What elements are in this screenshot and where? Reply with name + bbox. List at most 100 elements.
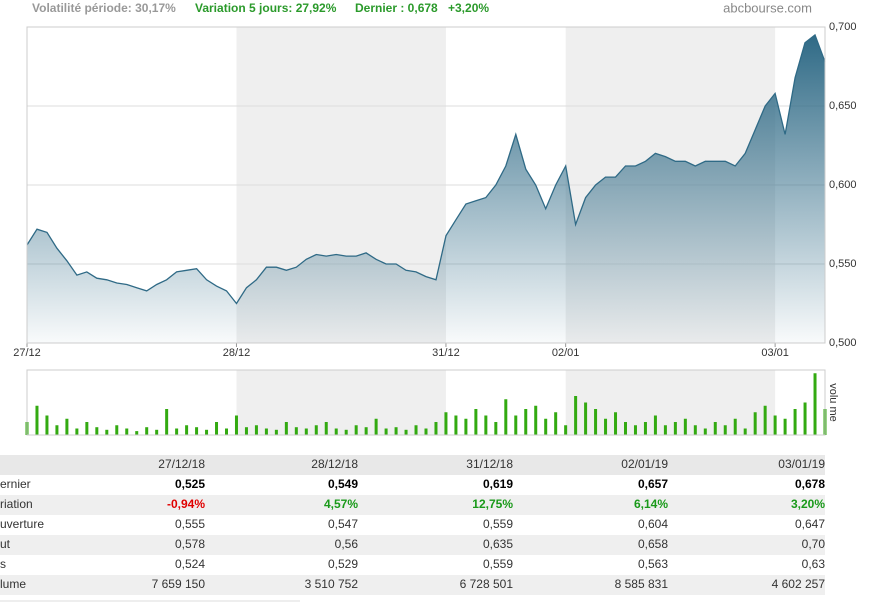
row-label: ernier [0,477,31,491]
day-band [236,370,446,435]
y-tick-label: 0,550 [829,258,857,270]
volume-bar [284,422,288,435]
variation: Variation 5 jours: 27,92% [195,1,337,15]
row-bg [0,535,825,555]
last: Dernier : 0,678 [355,1,438,15]
table-cell: 3,20% [791,497,825,511]
volume-bar [653,415,657,435]
volume-bar [703,428,707,435]
table-cell: 3 510 752 [305,577,359,591]
volume-bar [494,422,498,435]
line [26,33,826,305]
row-label: s [0,557,6,571]
volume-label: volu me [827,383,839,422]
volume-bar [534,405,538,435]
volume-bar [115,425,119,435]
table-cell: 6 728 501 [460,577,514,591]
volume-bar [414,425,418,435]
volume-bar [514,415,518,435]
table-cell: 0,524 [175,557,205,571]
x-tick-label: 03/01 [761,347,789,359]
x-tick-label: 28/12 [223,347,251,359]
y-tick-label: 0,600 [829,179,857,191]
row-bg [0,575,825,595]
table-cell: 0,563 [638,557,668,571]
table-header: 02/01/19 [621,457,668,471]
volume-bar [304,428,308,435]
volume-bar [45,415,49,435]
row-label: lume [0,577,26,591]
volume-bar [95,427,99,435]
volume-bar [633,425,637,435]
volume-bar [564,425,568,435]
table-cell: 12,75% [472,497,513,511]
volume-bar [574,396,578,435]
table-header: 03/01/19 [778,457,825,471]
table-cell: 4 602 257 [772,577,826,591]
volume-bar [803,402,807,435]
volume-bar [374,418,378,435]
table-cell: 0,547 [328,517,358,531]
volume-bar [165,409,169,435]
volume-bar [324,422,328,435]
volume-bar [334,428,338,435]
volume-bar [105,429,109,435]
x-tick-label: 31/12 [432,347,460,359]
volume-bar [624,422,627,435]
table-header: 27/12/18 [158,457,205,471]
volume-bar [614,412,618,435]
volume-bar [474,409,478,435]
row-label: uverture [0,517,44,531]
table-cell: 7 659 150 [152,577,206,591]
table-header-bg [0,455,825,475]
volume-bar [404,429,408,435]
table-cell: 0,657 [638,477,668,491]
volume-bar [225,428,228,435]
volume-bar [763,405,767,435]
volume-bar [195,427,199,435]
volume-bar [234,415,238,435]
volume-bar [504,399,508,435]
volume-bar [793,409,797,435]
volume-bar [175,428,179,435]
table-cell: 0,678 [795,477,825,491]
table-cell: 0,604 [638,517,668,531]
volume-bar [524,409,528,435]
volume-bar [135,431,139,435]
volume-bar [723,425,727,435]
volume-bar [663,425,667,435]
table-cell: 0,525 [175,477,205,491]
table-cell: 0,578 [175,537,205,551]
row-label: riation [0,497,33,511]
table-cell: 0,559 [483,557,513,571]
volume-bar [254,425,258,435]
volume-bar [294,427,298,435]
row-bg [0,495,825,515]
volume-bar [215,422,219,435]
table-cell: 0,635 [483,537,513,551]
table-cell: 0,619 [483,477,513,491]
volume-bar [683,418,687,435]
volume-bar [145,427,149,435]
table-cell: 0,70 [802,537,826,551]
volume-bar [484,415,488,435]
volume-bar [444,412,448,435]
volume-bar [65,418,69,435]
volume-bar [205,429,209,435]
volume-bar [673,422,677,435]
volume-bar [743,428,747,435]
day-band [565,370,776,435]
volume-bar [155,429,159,435]
volume-bar [753,412,757,435]
y-tick-label: 0,500 [829,337,857,349]
volume-bar [693,425,697,435]
volume-bar [643,422,647,435]
volume-bar [584,402,588,435]
volume-bar [384,428,388,435]
volume-bar [434,422,438,435]
volume-bar [75,428,79,435]
volume-bar [713,422,717,435]
volume-bar [354,425,358,435]
area [27,34,825,344]
